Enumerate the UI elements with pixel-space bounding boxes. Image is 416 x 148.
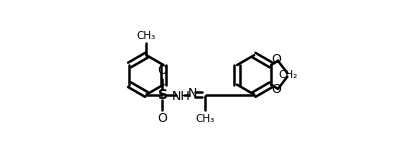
Text: CH₃: CH₃ xyxy=(196,114,215,124)
Text: O: O xyxy=(272,83,282,96)
Text: O: O xyxy=(157,112,167,125)
Text: O: O xyxy=(272,53,282,66)
Text: N: N xyxy=(188,87,197,100)
Text: NH: NH xyxy=(171,90,190,103)
Text: CH₃: CH₃ xyxy=(137,31,156,41)
Text: O: O xyxy=(157,64,167,77)
Text: S: S xyxy=(158,87,168,102)
Text: CH₂: CH₂ xyxy=(279,70,298,80)
